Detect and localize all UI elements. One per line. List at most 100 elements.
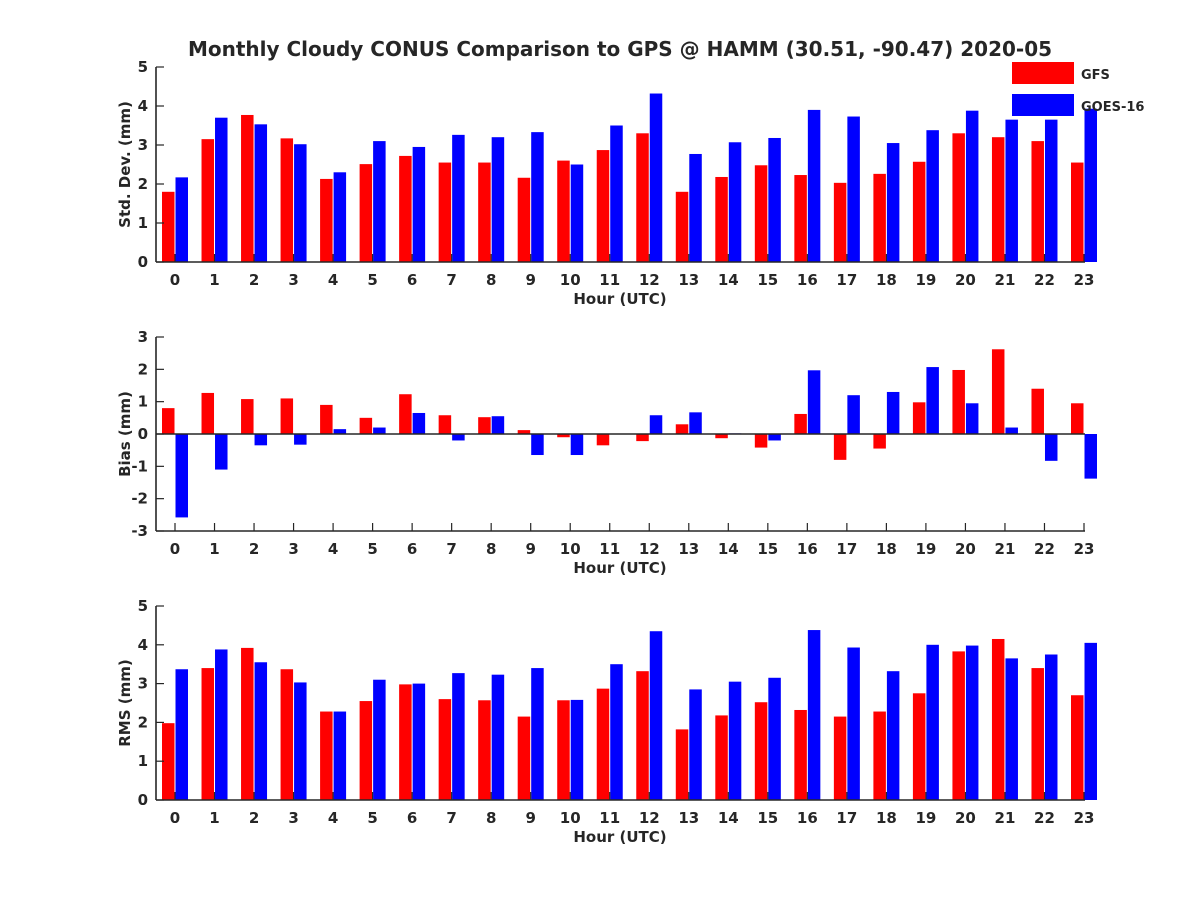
bar-gfs-hour-13	[675, 729, 689, 800]
bar-gfs-hour-3	[280, 398, 294, 434]
bar-gfs-hour-5	[359, 701, 373, 800]
bar-gfs-hour-16	[794, 709, 807, 800]
x-tick-label: 9	[525, 540, 535, 558]
x-tick-label: 8	[486, 540, 496, 558]
bar-gfs-hour-12	[636, 671, 649, 800]
x-tick-label: 22	[1034, 540, 1055, 558]
bar-gfs-hour-9	[517, 430, 531, 434]
x-tick-label: 4	[328, 540, 338, 558]
x-axis-label: Hour (UTC)	[573, 828, 666, 846]
bar-gfs-hour-5	[359, 164, 373, 262]
bar-goes-16-hour-6	[412, 146, 426, 262]
bar-goes-16-hour-9	[531, 668, 544, 800]
legend-swatch	[1012, 62, 1074, 84]
x-tick-label: 1	[209, 540, 219, 558]
x-tick-label: 7	[446, 540, 456, 558]
x-tick-label: 5	[367, 540, 377, 558]
bar-gfs-hour-18	[873, 173, 886, 262]
bar-goes-16-hour-1	[215, 649, 228, 800]
x-tick-label: 10	[560, 540, 581, 558]
bar-gfs-hour-16	[794, 175, 807, 262]
bar-goes-16-hour-15	[768, 434, 781, 441]
bar-gfs-hour-11	[596, 150, 610, 262]
bar-goes-16-hour-17	[847, 395, 860, 434]
x-tick-label: 6	[407, 540, 417, 558]
bar-goes-16-hour-14	[728, 681, 742, 800]
bar-goes-16-hour-18	[886, 143, 900, 262]
x-tick-label: 8	[486, 271, 496, 289]
bar-goes-16-hour-20	[965, 645, 979, 800]
bar-gfs-hour-20	[952, 369, 965, 434]
bar-goes-16-hour-20	[965, 403, 979, 434]
bar-gfs-hour-7	[438, 162, 452, 262]
y-tick-label: 4	[138, 636, 148, 654]
x-tick-label: 23	[1074, 540, 1095, 558]
bar-goes-16-hour-12	[649, 93, 663, 263]
bar-gfs-hour-17	[833, 434, 847, 460]
bar-goes-16-hour-17	[847, 116, 860, 262]
x-tick-label: 21	[995, 809, 1016, 827]
y-tick-label: 2	[138, 360, 148, 378]
bar-goes-16-hour-8	[491, 674, 505, 800]
bar-gfs-hour-0	[162, 191, 175, 262]
y-tick-label: -1	[131, 457, 148, 475]
bar-goes-16-hour-23	[1084, 642, 1097, 800]
bar-goes-16-hour-16	[807, 109, 821, 263]
bar-goes-16-hour-2	[254, 124, 268, 262]
x-tick-label: 7	[446, 809, 456, 827]
bar-gfs-hour-6	[399, 155, 412, 262]
bar-gfs-hour-20	[952, 133, 965, 262]
x-tick-label: 1	[209, 271, 219, 289]
x-tick-label: 12	[639, 809, 660, 827]
bar-goes-16-hour-21	[1005, 427, 1018, 434]
bar-gfs-hour-9	[517, 716, 531, 800]
y-axis-label: Bias (mm)	[116, 391, 134, 477]
x-tick-label: 4	[328, 809, 338, 827]
bar-gfs-hour-2	[241, 399, 254, 434]
bar-gfs-hour-4	[320, 711, 333, 800]
bar-gfs-hour-14	[715, 715, 728, 800]
bar-gfs-hour-13	[675, 191, 689, 262]
x-tick-label: 14	[718, 271, 739, 289]
x-tick-label: 11	[599, 540, 620, 558]
bar-goes-16-hour-5	[373, 141, 386, 262]
bar-goes-16-hour-21	[1005, 658, 1018, 800]
bar-goes-16-hour-23	[1084, 434, 1097, 479]
bar-goes-16-hour-8	[491, 416, 505, 434]
x-tick-label: 10	[560, 809, 581, 827]
bar-gfs-hour-7	[438, 699, 452, 800]
bar-gfs-hour-22	[1031, 668, 1044, 800]
y-tick-label: 4	[138, 97, 148, 115]
y-tick-label: 3	[138, 328, 148, 346]
bar-goes-16-hour-10	[570, 434, 584, 456]
x-tick-label: 12	[639, 540, 660, 558]
bar-goes-16-hour-2	[254, 434, 268, 446]
bar-gfs-hour-6	[399, 684, 412, 800]
bar-goes-16-hour-17	[847, 647, 860, 800]
bar-goes-16-hour-21	[1005, 119, 1018, 263]
y-tick-label: 0	[138, 791, 148, 809]
x-tick-label: 23	[1074, 809, 1095, 827]
x-tick-label: 21	[995, 271, 1016, 289]
y-tick-label: 2	[138, 175, 148, 193]
x-tick-label: 0	[170, 540, 180, 558]
bar-goes-16-hour-8	[491, 137, 505, 262]
bar-gfs-hour-16	[794, 413, 807, 434]
x-tick-label: 2	[249, 540, 259, 558]
bar-goes-16-hour-19	[926, 367, 939, 434]
bar-goes-16-hour-1	[215, 434, 228, 470]
x-tick-label: 7	[446, 271, 456, 289]
x-tick-label: 20	[955, 540, 976, 558]
x-axis-label: Hour (UTC)	[573, 559, 666, 577]
bar-gfs-hour-14	[715, 434, 728, 439]
y-tick-label: 0	[138, 425, 148, 443]
bar-goes-16-hour-12	[649, 415, 663, 434]
bar-goes-16-hour-7	[452, 673, 465, 800]
bar-gfs-hour-20	[952, 651, 965, 800]
bar-gfs-hour-2	[241, 647, 254, 800]
x-tick-label: 13	[678, 540, 699, 558]
bar-gfs-hour-1	[201, 139, 215, 262]
x-tick-label: 6	[407, 809, 417, 827]
bar-goes-16-hour-16	[807, 630, 821, 800]
bar-goes-16-hour-12	[649, 631, 663, 800]
